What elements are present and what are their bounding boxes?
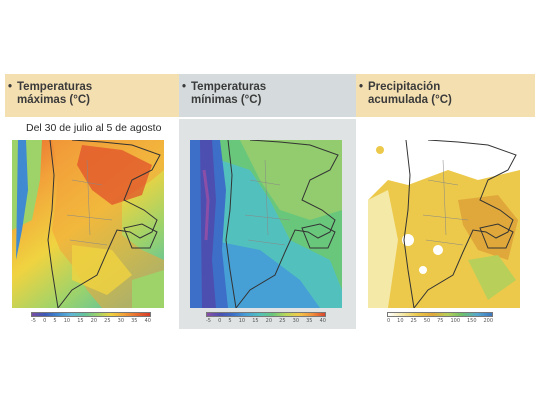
bullet-icon: • — [359, 81, 364, 93]
legend-ticks: -5 0 5 10 15 20 25 30 35 40 — [206, 318, 326, 324]
legend-tick-label: 0 — [43, 318, 47, 324]
legend-tick-label: 50 — [423, 318, 431, 324]
dry-north — [368, 140, 520, 200]
panel-title-max: • Temperaturas máximas (°C) — [8, 81, 93, 107]
legend-tick-label: -5 — [31, 318, 36, 324]
dry-spot — [433, 245, 443, 255]
andes-border — [403, 140, 415, 308]
cool-zone — [200, 240, 320, 308]
legend-tick-label: 75 — [437, 318, 444, 324]
panel-title-precip: • Precipitación acumulada (°C) — [359, 81, 452, 107]
legend-tick-label: 40 — [144, 318, 151, 324]
legend-tick-label: 20 — [90, 318, 98, 324]
ocean-zone — [132, 270, 164, 308]
uruguay-border — [301, 223, 336, 249]
legend-tick-label: 200 — [483, 318, 493, 324]
legend-bar — [387, 312, 493, 317]
title-line-1: Precipitación — [368, 81, 441, 93]
map-min-temp — [190, 140, 342, 308]
legend-bar — [206, 312, 326, 317]
dry-spot — [419, 266, 427, 274]
warm-north — [240, 140, 342, 220]
legend-precip: 0 10 25 50 75 100 150 200 — [387, 312, 493, 326]
title-line-1: Temperaturas — [17, 81, 93, 93]
map-precip-svg — [368, 140, 520, 308]
legend-tick-label: 5 — [228, 318, 232, 324]
legend-tick-label: 150 — [466, 318, 477, 324]
map-min-temp-svg — [190, 140, 342, 308]
dry-west — [368, 190, 398, 308]
uruguay-border — [479, 223, 514, 249]
legend-ticks: 0 10 25 50 75 100 150 200 — [387, 318, 493, 324]
wet-spot — [376, 146, 384, 154]
peak-cold — [202, 169, 210, 241]
hot-zone — [77, 145, 152, 205]
legend-tick-label: 25 — [279, 318, 286, 324]
date-range: Del 30 de julio al 5 de agosto — [26, 122, 162, 134]
mild-zone — [72, 245, 132, 295]
legend-ticks: -5 0 5 10 15 20 25 30 35 40 — [31, 318, 151, 324]
map-max-temp-svg — [12, 140, 164, 308]
province-lines — [244, 159, 291, 246]
legend-tick-label: 25 — [104, 318, 111, 324]
header-precip: • Precipitación acumulada (°C) — [356, 74, 535, 117]
panel-title-min: • Temperaturas mínimas (°C) — [182, 81, 267, 107]
legend-tick-label: 5 — [53, 318, 57, 324]
legend-tick-label: 25 — [410, 318, 417, 324]
country-border — [413, 140, 517, 308]
legend-tick-label: 30 — [117, 318, 125, 324]
legend-tick-label: 35 — [306, 318, 313, 324]
legend-tick-label: -5 — [206, 318, 211, 324]
andes-border — [225, 140, 237, 308]
legend-max-temp: -5 0 5 10 15 20 25 30 35 40 — [31, 312, 151, 326]
province-lines — [422, 159, 469, 246]
legend-tick-label: 15 — [77, 318, 84, 324]
legend-tick-label: 30 — [292, 318, 300, 324]
wetter-zone — [468, 255, 516, 300]
dry-spot — [402, 234, 414, 246]
bullet-icon: • — [8, 81, 13, 93]
andes-cold — [16, 140, 28, 260]
legend-tick-label: 35 — [131, 318, 138, 324]
uruguay-border — [123, 223, 158, 249]
legend-tick-label: 100 — [450, 318, 460, 324]
andes-border — [47, 140, 59, 308]
title-line-2: acumulada (°C) — [368, 94, 452, 106]
title-line-1: Temperaturas — [191, 81, 267, 93]
map-precip — [368, 140, 520, 308]
legend-tick-label: 20 — [265, 318, 273, 324]
bullet-icon: • — [182, 81, 187, 93]
legend-min-temp: -5 0 5 10 15 20 25 30 35 40 — [206, 312, 326, 326]
country-border — [235, 140, 339, 308]
map-max-temp — [12, 140, 164, 308]
legend-tick-label: 0 — [218, 318, 222, 324]
legend-bar — [31, 312, 151, 317]
title-line-2: máximas (°C) — [17, 94, 90, 106]
header-max-temp: • Temperaturas máximas (°C) — [5, 74, 179, 117]
province-lines — [66, 159, 113, 246]
title-line-2: mínimas (°C) — [191, 94, 262, 106]
legend-tick-label: 0 — [387, 318, 391, 324]
header-min-temp: • Temperaturas mínimas (°C) — [179, 74, 356, 117]
legend-tick-label: 10 — [397, 318, 404, 324]
legend-tick-label: 40 — [319, 318, 326, 324]
wet-zone — [458, 195, 518, 260]
country-border — [57, 140, 161, 308]
legend-tick-label: 10 — [238, 318, 246, 324]
legend-tick-label: 15 — [252, 318, 259, 324]
legend-tick-label: 10 — [63, 318, 71, 324]
